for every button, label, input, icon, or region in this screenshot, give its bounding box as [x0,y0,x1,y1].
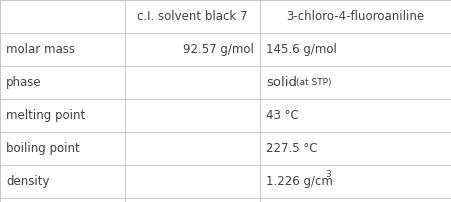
Text: 227.5 °C: 227.5 °C [266,142,318,155]
Text: density: density [6,175,50,188]
Text: 3-chloro-4-fluoroaniline: 3-chloro-4-fluoroaniline [286,10,424,23]
Text: 92.57 g/mol: 92.57 g/mol [183,43,254,56]
Text: 145.6 g/mol: 145.6 g/mol [266,43,337,56]
Text: c.I. solvent black 7: c.I. solvent black 7 [137,10,248,23]
Text: 1.226 g/cm: 1.226 g/cm [266,175,333,188]
Text: phase: phase [6,76,41,89]
Text: melting point: melting point [6,109,85,122]
Text: molar mass: molar mass [6,43,75,56]
Text: 43 °C: 43 °C [266,109,299,122]
Text: (at STP): (at STP) [296,78,331,87]
Text: solid: solid [266,76,297,89]
Text: boiling point: boiling point [6,142,80,155]
Text: 3: 3 [325,170,331,179]
